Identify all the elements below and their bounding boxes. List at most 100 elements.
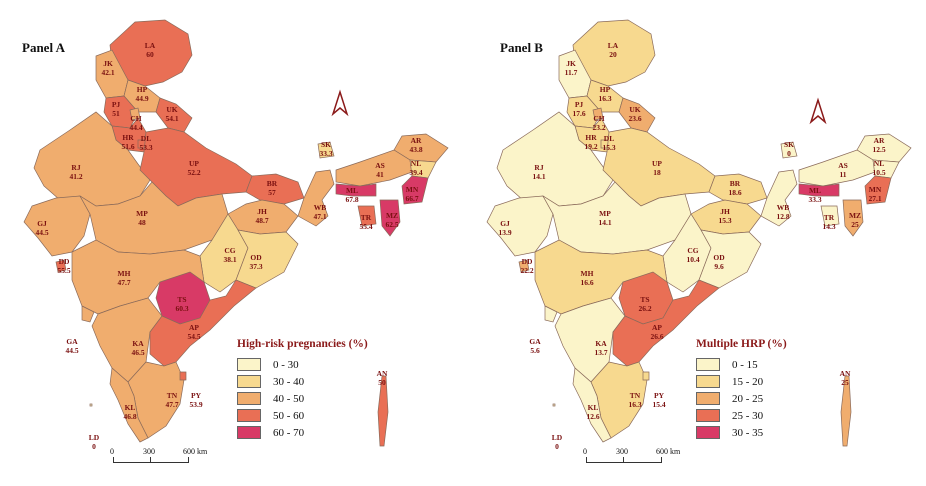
region-code-jh: JH [720,207,730,216]
region-ml [335,183,377,197]
region-value-ch: 23.2 [592,123,605,132]
region-code-ar: AR [874,136,885,145]
region-value-mh: 47.7 [117,278,130,287]
region-code-jh: JH [257,207,267,216]
region-value-hp: 16.3 [598,94,611,103]
region-value-sk: 0 [787,149,791,158]
region-value-jh: 15.3 [718,216,731,225]
legend-swatch [696,392,720,405]
region-value-mh: 16.6 [580,278,593,287]
legend-rows: 0 - 15 15 - 20 20 - 25 25 - 30 30 - 35 [696,356,787,441]
region-value-py: 15.4 [652,400,665,409]
panel-title: Panel B [500,40,543,55]
region-code-mh: MH [581,269,594,278]
region-code-dl: DL [141,134,151,143]
legend: Multiple HRP (%) 0 - 15 15 - 20 20 - 25 25 … [696,338,787,441]
scale-label-300: 300 [616,447,628,456]
region-mn [401,175,429,205]
region-value-hp: 44.9 [135,94,148,103]
legend-item: 0 - 30 [237,356,368,373]
region-code-ld: LD [89,433,100,442]
legend-item: 25 - 30 [696,407,787,424]
legend-item: 15 - 20 [696,373,787,390]
region-mz [379,199,401,237]
region-code-br: BR [267,179,278,188]
legend-label: 20 - 25 [732,392,764,405]
region-py [179,371,187,381]
region-code-ap: AP [652,323,662,332]
region-code-rj: RJ [534,163,543,172]
scale-bar: 0 300 600 km [583,447,693,470]
legend-label: 30 - 40 [273,375,305,388]
region-value-tr: 14.3 [822,222,835,231]
region-value-jk: 42.1 [101,68,114,77]
region-kl [572,367,612,443]
region-code-rj: RJ [71,163,80,172]
region-ga [544,305,558,323]
region-value-jh: 48.7 [255,216,268,225]
region-value-ld: 0 [92,442,96,451]
region-code-up: UP [189,159,199,168]
region-code-ar: AR [411,136,422,145]
region-value-dl: 15.3 [602,143,615,152]
legend-label: 30 - 35 [732,426,764,439]
legend: High-risk pregnancies (%) 0 - 30 30 - 40 4… [237,338,368,441]
legend-swatch [696,375,720,388]
region-value-dd: 55.5 [57,266,70,275]
region-gj [23,195,91,257]
region-value-br: 18.6 [728,188,741,197]
region-value-cg: 38.1 [223,255,236,264]
region-code-wb: WB [314,203,327,212]
region-code-py: PY [654,391,665,400]
region-value-pj: 51 [112,109,120,118]
region-code-ap: AP [189,323,199,332]
region-code-sk: SK [321,140,331,149]
map-panel-a: LA 60 JK 42.1 HP 44.9 PJ 51 CH 44.4 UK 54.1 HR 51.6 DL… [22,19,449,470]
region-br [708,173,768,205]
region-value-kl: 12.6 [586,412,599,421]
region-code-mz: MZ [386,211,398,220]
scale-bar: 0 300 600 km [110,447,207,470]
region-value-ml: 33.3 [808,195,821,204]
region-value-ch: 44.4 [129,123,142,132]
region-value-mp: 48 [138,218,146,227]
region-value-gj: 13.9 [498,228,511,237]
region-value-nl: 39.4 [409,168,422,177]
region-value-ml: 67.8 [345,195,358,204]
region-code-kl: KL [125,403,136,412]
india-choropleth-map: LA20JK11.7HP16.3PJ17.6CH23.2UK23.6HR19.2… [486,19,912,451]
north-arrow-icon [331,89,349,117]
region-value-rj: 41.2 [69,172,82,181]
region-value-nl: 10.5 [872,168,885,177]
region-code-dd: DD [59,257,70,266]
region-code-kl: KL [588,403,599,412]
region-code-la: LA [145,41,156,50]
region-value-od: 37.3 [249,262,262,271]
region-value-mp: 14.1 [598,218,611,227]
legend-item: 40 - 50 [237,390,368,407]
region-dd [55,259,67,273]
region-value-ld: 0 [555,442,559,451]
region-value-py: 53.9 [189,400,202,409]
region-value-as: 11 [839,170,846,179]
region-wb [760,169,798,227]
region-code-ld: LD [552,433,563,442]
region-dd [518,259,530,273]
region-code-ts: TS [177,295,186,304]
region-code-hp: HP [600,85,611,94]
region-code-cg: CG [224,246,235,255]
region-value-ar: 12.5 [872,145,885,154]
region-value-rj: 14.1 [532,172,545,181]
region-code-od: OD [250,253,262,262]
region-code-ts: TS [640,295,649,304]
north-arrow-icon [809,97,827,125]
region-value-jk: 11.7 [565,68,578,77]
region-an [840,375,852,447]
map-panel-b: LA 20 JK 11.7 HP 16.3 PJ 17.6 CH 23.2 UK 23.6 HR 19.2… [463,0,926,486]
region-kl [109,367,149,443]
region-code-ga: GA [66,337,78,346]
legend-label: 50 - 60 [273,409,305,422]
region-code-od: OD [713,253,725,262]
region-value-wb: 12.8 [776,212,789,221]
legend-swatch [237,392,261,405]
